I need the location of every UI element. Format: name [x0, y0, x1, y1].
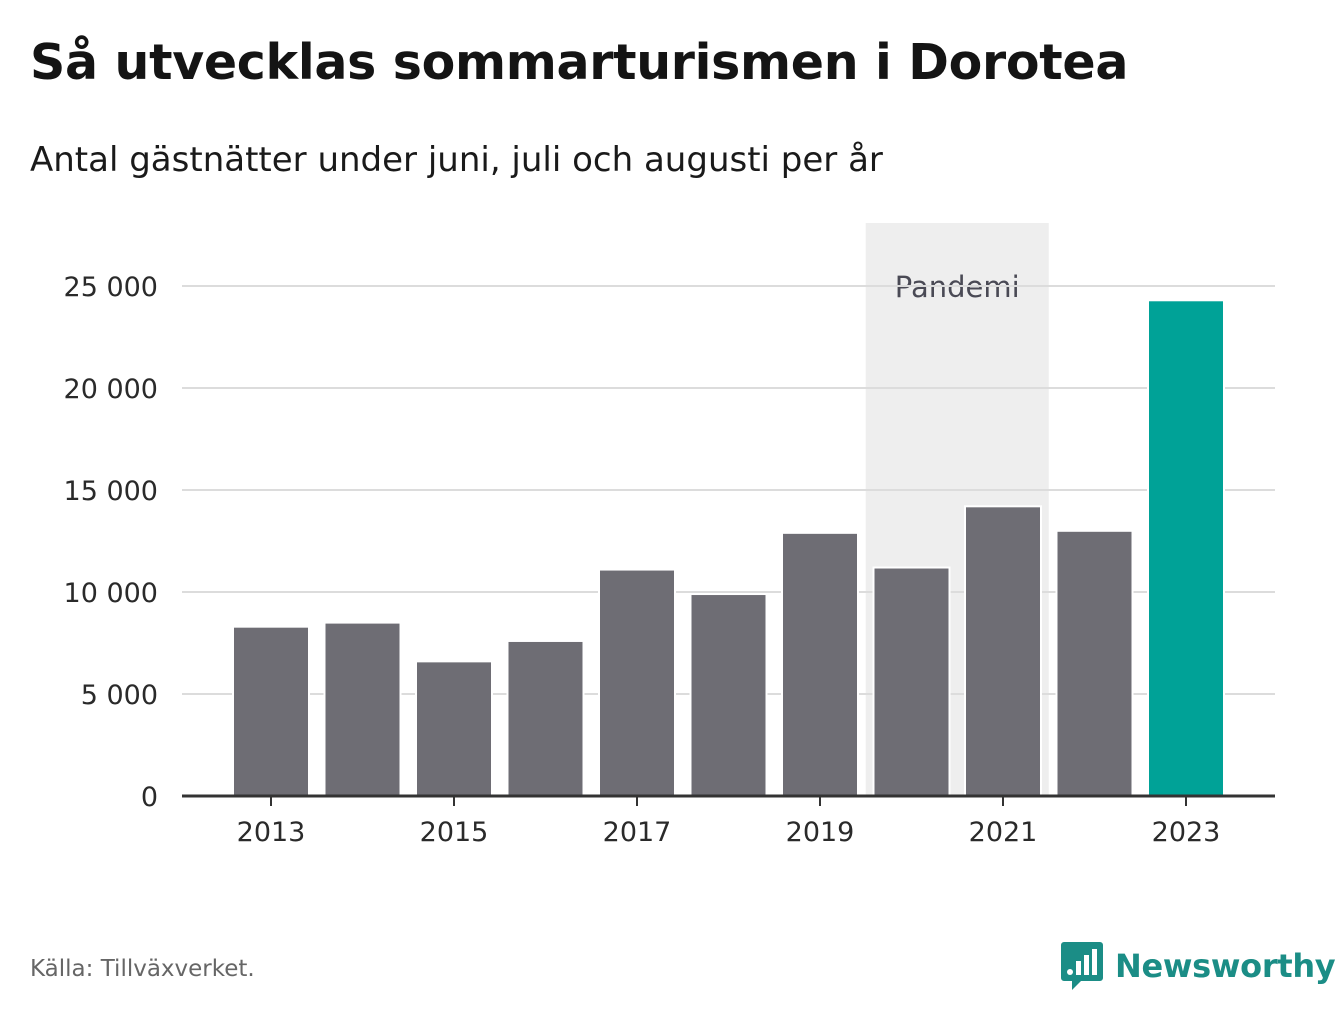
chart-subtitle: Antal gästnätter under juni, juli och au… [30, 140, 883, 180]
x-tick-label: 2015 [420, 817, 489, 848]
y-tick-label: 25 000 [64, 272, 158, 303]
bar-2020 [872, 566, 951, 798]
brand-name: Newsworthy [1115, 947, 1336, 985]
bar-chart-speech-bubble-icon [1061, 942, 1103, 990]
bar-2023 [1147, 299, 1225, 797]
bar-2017 [598, 568, 676, 797]
y-tick-label: 20 000 [64, 374, 158, 405]
bar-2014 [323, 621, 402, 797]
bar-2019 [781, 531, 859, 798]
bar-2021 [964, 505, 1042, 797]
chart-title: Så utvecklas sommarturismen i Dorotea [30, 34, 1129, 91]
bar-2018 [689, 593, 768, 797]
newsworthy-logo: Newsworthy [1061, 940, 1336, 992]
y-tick-label: 0 [141, 782, 158, 813]
bar-2022 [1055, 529, 1134, 797]
source-note: Källa: Tillväxverket. [30, 956, 255, 982]
x-tick-label: 2017 [603, 817, 672, 848]
bar-2013 [232, 625, 310, 797]
x-tick-label: 2019 [786, 817, 855, 848]
y-tick-label: 5 000 [81, 680, 158, 711]
y-tick-label: 10 000 [64, 578, 158, 609]
x-tick-label: 2013 [237, 817, 306, 848]
x-tick-label: 2023 [1152, 817, 1221, 848]
bar-2015 [415, 660, 493, 797]
y-tick-label: 15 000 [64, 476, 158, 507]
bar-2016 [506, 639, 585, 798]
x-tick-label: 2021 [969, 817, 1038, 848]
